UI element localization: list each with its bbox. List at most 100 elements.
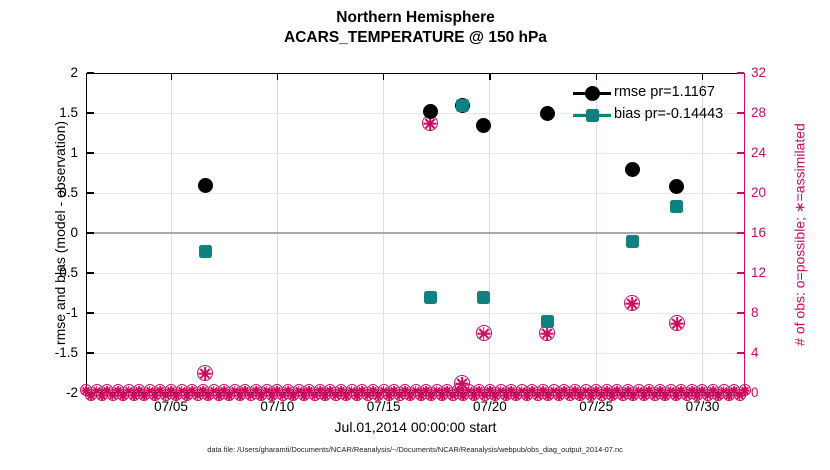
obs-count-asterisk-icon bbox=[404, 389, 416, 401]
chart-title-block: Northern Hemisphere ACARS_TEMPERATURE @ … bbox=[86, 8, 745, 48]
obs-count-asterisk-icon bbox=[441, 384, 453, 396]
left-tick-label: 1 bbox=[70, 145, 78, 160]
obs-count-asterisk-icon bbox=[388, 384, 400, 396]
rmse-marker bbox=[476, 118, 492, 134]
obs-count-asterisk-icon bbox=[596, 389, 608, 401]
left-tick bbox=[87, 112, 94, 114]
obs-count-asterisk-icon bbox=[128, 389, 140, 401]
x-axis-label: Jul.01,2014 00:00:00 start bbox=[334, 419, 497, 435]
obs-count-asterisk-icon bbox=[585, 389, 597, 401]
data-file-caption: data file: /Users/gharamti/Documents/NCA… bbox=[207, 445, 623, 454]
x-tick-label: 07/25 bbox=[579, 399, 614, 414]
obs-count-asterisk-icon bbox=[500, 389, 512, 401]
obs-count-asterisk-icon bbox=[85, 389, 97, 401]
obs-count-asterisk-icon bbox=[617, 389, 629, 401]
left-tick-label: 0 bbox=[70, 225, 78, 240]
obs-count-asterisk-icon bbox=[160, 389, 172, 401]
h-gridline bbox=[87, 152, 744, 154]
obs-count-asterisk-icon bbox=[117, 389, 129, 401]
h-gridline bbox=[87, 272, 744, 274]
right-tick bbox=[737, 352, 744, 354]
left-tick bbox=[87, 232, 94, 234]
left-tick-label: -0.5 bbox=[54, 265, 78, 280]
x-tick-top bbox=[489, 74, 491, 80]
obs-count-asterisk-icon bbox=[422, 115, 438, 131]
obs-count-asterisk-icon bbox=[624, 295, 640, 311]
x-tick-top bbox=[383, 74, 385, 80]
obs-count-asterisk-icon bbox=[574, 389, 586, 401]
bias-marker bbox=[198, 244, 212, 258]
obs-count-asterisk-icon bbox=[489, 389, 501, 401]
obs-count-circle-icon bbox=[454, 375, 471, 391]
obs-count-asterisk-icon bbox=[681, 389, 693, 401]
x-tick-label: 07/30 bbox=[685, 399, 720, 414]
left-tick-label: 0.5 bbox=[59, 185, 78, 200]
obs-count-asterisk-icon bbox=[245, 389, 257, 401]
obs-count-asterisk-icon bbox=[351, 389, 363, 401]
x-tick-top bbox=[170, 74, 172, 80]
obs-count-asterisk-icon bbox=[239, 384, 251, 396]
obs-count-asterisk-icon bbox=[468, 389, 480, 401]
chart-subtitle: ACARS_TEMPERATURE @ 150 hPa bbox=[284, 29, 547, 46]
right-tick-label: 4 bbox=[751, 345, 759, 360]
obs-count-asterisk-icon bbox=[454, 375, 470, 391]
obs-count-asterisk-icon bbox=[170, 389, 182, 401]
right-tick-label: 12 bbox=[751, 265, 767, 280]
x-tick-label: 07/10 bbox=[260, 399, 295, 414]
obs-count-asterisk-icon bbox=[324, 384, 336, 396]
left-tick bbox=[87, 312, 94, 314]
obs-count-asterisk-icon bbox=[669, 315, 685, 331]
obs-count-asterisk-icon bbox=[521, 389, 533, 401]
obs-count-circle-icon bbox=[624, 295, 641, 311]
right-tick bbox=[737, 72, 744, 74]
obs-count-asterisk-icon bbox=[410, 384, 422, 396]
obs-count-asterisk-icon bbox=[611, 384, 623, 396]
right-tick-label: 0 bbox=[751, 385, 759, 400]
obs-count-circle-icon bbox=[197, 365, 214, 381]
obs-count-circle-icon bbox=[475, 325, 492, 341]
obs-count-asterisk-icon bbox=[425, 389, 437, 401]
obs-count-asterisk-icon bbox=[223, 389, 235, 401]
obs-count-asterisk-icon bbox=[564, 389, 576, 401]
obs-count-asterisk-icon bbox=[197, 365, 213, 381]
obs-count-asterisk-icon bbox=[255, 389, 267, 401]
chart-title: Northern Hemisphere bbox=[336, 9, 495, 26]
bias-marker bbox=[540, 315, 554, 329]
left-tick-label: 2 bbox=[70, 65, 78, 80]
left-tick-label: 1.5 bbox=[59, 105, 78, 120]
h-gridline bbox=[87, 192, 744, 194]
rmse-marker bbox=[197, 177, 213, 193]
x-tick-top bbox=[276, 74, 278, 80]
obs-count-asterisk-icon bbox=[266, 389, 278, 401]
obs-count-asterisk-icon bbox=[394, 389, 406, 401]
right-tick-label: 16 bbox=[751, 225, 767, 240]
right-tick bbox=[737, 112, 744, 114]
right-tick-label: 24 bbox=[751, 145, 767, 160]
obs-count-asterisk-icon bbox=[362, 389, 374, 401]
obs-count-asterisk-icon bbox=[123, 384, 135, 396]
obs-count-asterisk-icon bbox=[539, 325, 555, 341]
legend-label-bias: bias pr=-0.14443 bbox=[614, 106, 724, 122]
obs-count-asterisk-icon bbox=[627, 389, 639, 401]
obs-count-asterisk-icon bbox=[510, 389, 522, 401]
bias-marker bbox=[477, 291, 491, 305]
obs-count-asterisk-icon bbox=[675, 384, 687, 396]
rmse-filled-circle-icon bbox=[584, 85, 600, 101]
rmse-marker bbox=[624, 162, 640, 178]
obs-count-asterisk-icon bbox=[107, 389, 119, 401]
right-tick bbox=[737, 312, 744, 314]
h-gridline bbox=[87, 352, 744, 354]
obs-count-asterisk-icon bbox=[447, 389, 459, 401]
obs-count-asterisk-icon bbox=[234, 389, 246, 401]
legend-label-rmse: rmse pr=1.1167 bbox=[614, 84, 715, 100]
obs-count-asterisk-icon bbox=[734, 389, 746, 401]
obs-count-asterisk-icon bbox=[154, 384, 166, 396]
right-tick-label: 20 bbox=[751, 185, 767, 200]
left-tick bbox=[87, 352, 94, 354]
bias-filled-square-icon bbox=[585, 108, 599, 122]
h-gridline bbox=[87, 112, 744, 114]
right-axis-label: # of obs: o=possible; ∗=assimilated bbox=[791, 123, 808, 346]
obs-count-asterisk-icon bbox=[415, 389, 427, 401]
h-gridline bbox=[87, 312, 744, 314]
obs-count-asterisk-icon bbox=[526, 384, 538, 396]
